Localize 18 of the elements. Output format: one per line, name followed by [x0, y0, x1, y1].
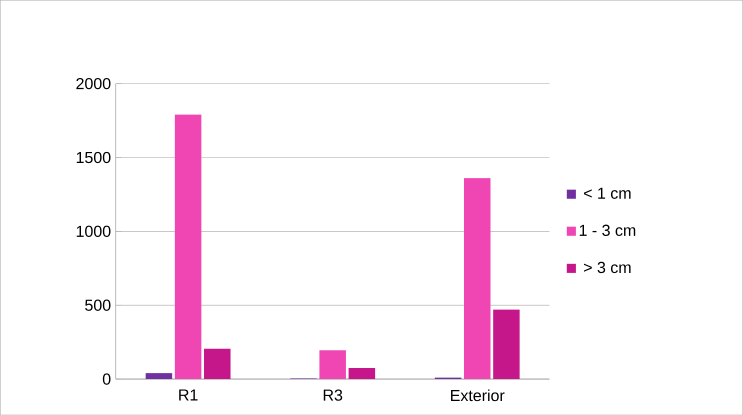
bar — [174, 114, 202, 379]
y-tick-label: 1500 — [76, 152, 110, 163]
y-tick-label: 0 — [102, 373, 110, 385]
legend-label: < 1 cm — [584, 188, 631, 199]
bar — [464, 178, 491, 379]
legend-label: 1 - 3 cm — [580, 224, 636, 236]
bar — [493, 309, 520, 379]
y-tick-label: 500 — [85, 299, 110, 311]
y-tick-label: 2000 — [76, 78, 110, 90]
bar — [319, 350, 346, 379]
bar — [146, 372, 172, 379]
legend-label: > 3 cm — [584, 262, 631, 273]
x-tick-label: R1 — [179, 389, 198, 400]
x-tick-label: Exterior — [451, 389, 504, 402]
bar — [348, 368, 376, 379]
y-tick-label: 1000 — [76, 226, 110, 237]
bar — [204, 348, 231, 379]
x-tick-label: R3 — [324, 389, 342, 401]
